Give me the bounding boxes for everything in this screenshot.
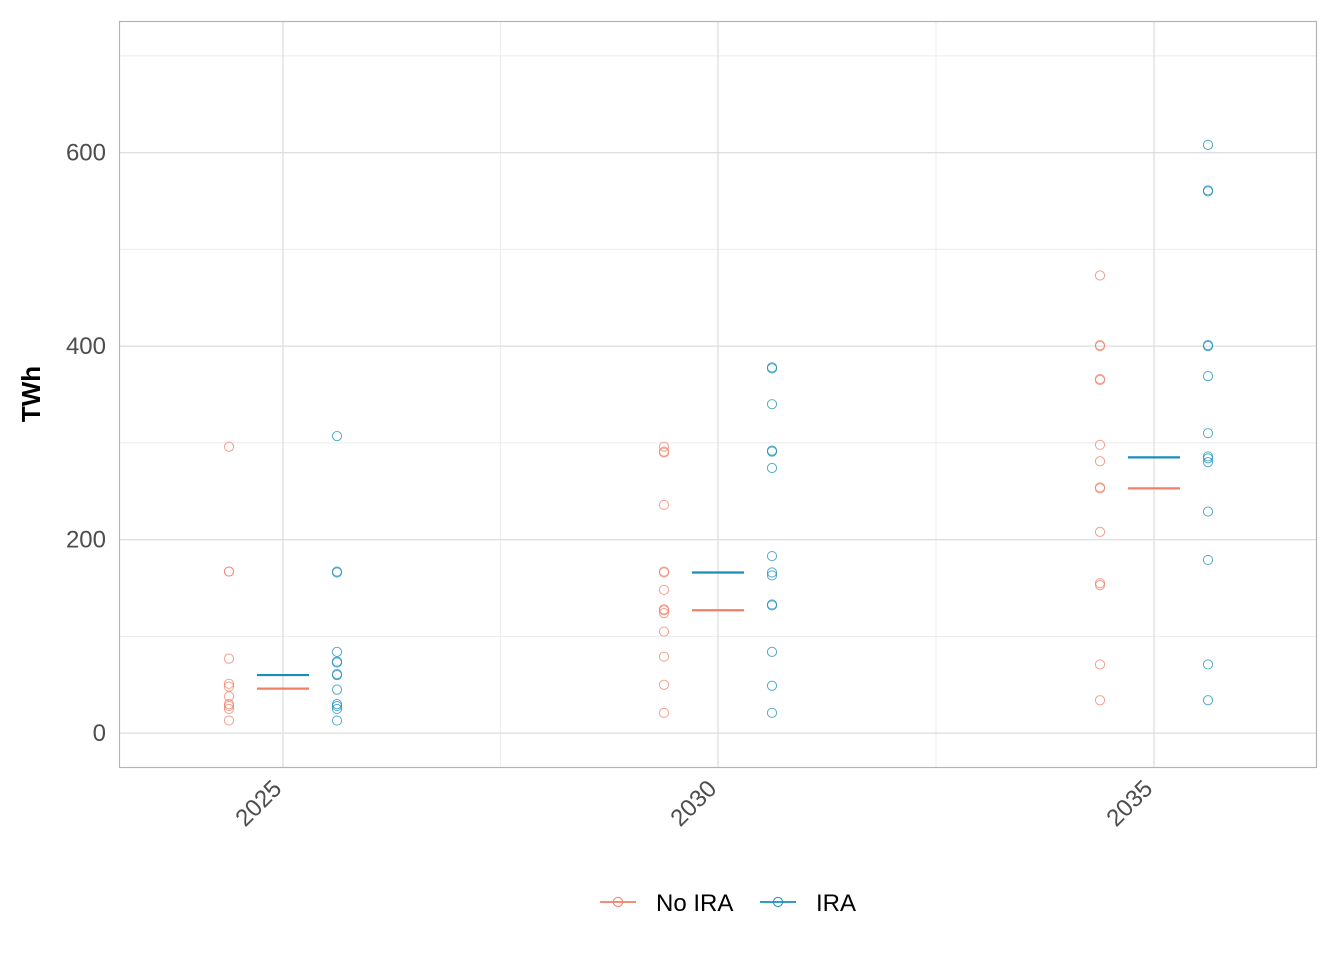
- data-point: [331, 715, 343, 726]
- data-point: [1202, 341, 1214, 352]
- data-point: [658, 679, 670, 690]
- data-point: [658, 499, 670, 510]
- data-point: [766, 363, 778, 374]
- data-point: [1094, 526, 1106, 537]
- data-point: [1202, 186, 1214, 197]
- data-point: [1094, 580, 1106, 591]
- data-point: [766, 570, 778, 581]
- data-point: [1202, 659, 1214, 670]
- data-point: [766, 646, 778, 657]
- data-point: [331, 669, 343, 681]
- data-point: [1202, 453, 1214, 464]
- legend-key-point: [772, 896, 784, 908]
- data-point: [1202, 428, 1214, 439]
- data-point: [223, 653, 235, 664]
- data-point: [766, 399, 778, 410]
- legend-label: IRA: [816, 890, 856, 917]
- y-tick-label: 0: [93, 720, 106, 747]
- y-tick-label: 200: [66, 527, 106, 554]
- data-point: [1094, 456, 1106, 467]
- grid: [120, 22, 1316, 767]
- x-tick-label: 2025: [230, 775, 287, 832]
- data-point: [1094, 578, 1106, 589]
- data-point: [1094, 270, 1106, 281]
- data-point: [331, 703, 343, 715]
- data-point: [658, 605, 670, 616]
- data-point: [331, 567, 343, 578]
- y-axis-ticks: 0 200 400 600: [66, 140, 106, 748]
- data-point: [658, 626, 670, 637]
- data-point: [223, 703, 235, 715]
- data-point: [1094, 439, 1106, 450]
- data-point: [223, 678, 235, 689]
- data-point: [1202, 506, 1214, 517]
- data-point: [766, 680, 778, 691]
- data-point: [658, 584, 670, 596]
- y-tick-label: 600: [66, 140, 106, 167]
- data-point: [331, 700, 343, 712]
- data-point: [223, 441, 235, 452]
- series-means: [257, 456, 1180, 690]
- data-point: [223, 566, 235, 577]
- x-axis-ticks: 2025 2030 2035: [230, 775, 1158, 832]
- data-point: [331, 657, 343, 668]
- data-point: [331, 684, 343, 695]
- data-point: [766, 462, 778, 474]
- data-point: [766, 707, 778, 718]
- y-axis-title: TWh: [16, 366, 46, 422]
- y-tick-label: 400: [66, 333, 106, 360]
- legend-key-point: [612, 896, 624, 908]
- data-point: [1202, 695, 1214, 706]
- data-points: [223, 139, 1214, 726]
- data-point: [223, 700, 235, 712]
- data-point: [1202, 457, 1214, 468]
- data-point: [1202, 139, 1214, 150]
- data-point: [1094, 659, 1106, 670]
- data-point: [1094, 341, 1106, 352]
- data-point: [658, 567, 670, 578]
- legend: No IRA IRA: [600, 890, 856, 917]
- data-point: [658, 651, 670, 662]
- data-point: [1094, 695, 1106, 706]
- data-point: [766, 567, 778, 578]
- data-point: [658, 447, 670, 458]
- data-point: [223, 715, 235, 726]
- data-point: [331, 646, 343, 657]
- x-tick-label: 2030: [665, 775, 722, 832]
- data-point: [1202, 371, 1214, 382]
- data-point: [1094, 374, 1106, 386]
- data-point: [658, 608, 670, 619]
- data-point: [766, 600, 778, 611]
- data-point: [766, 550, 778, 562]
- legend-label: No IRA: [656, 890, 733, 917]
- data-point: [766, 446, 778, 457]
- x-tick-label: 2035: [1101, 775, 1158, 832]
- data-point: [331, 431, 343, 442]
- data-point: [1202, 554, 1214, 566]
- plot-panel-border: [118, 20, 1318, 769]
- data-point: [658, 441, 670, 452]
- data-point: [1094, 483, 1106, 494]
- data-point: [658, 707, 670, 718]
